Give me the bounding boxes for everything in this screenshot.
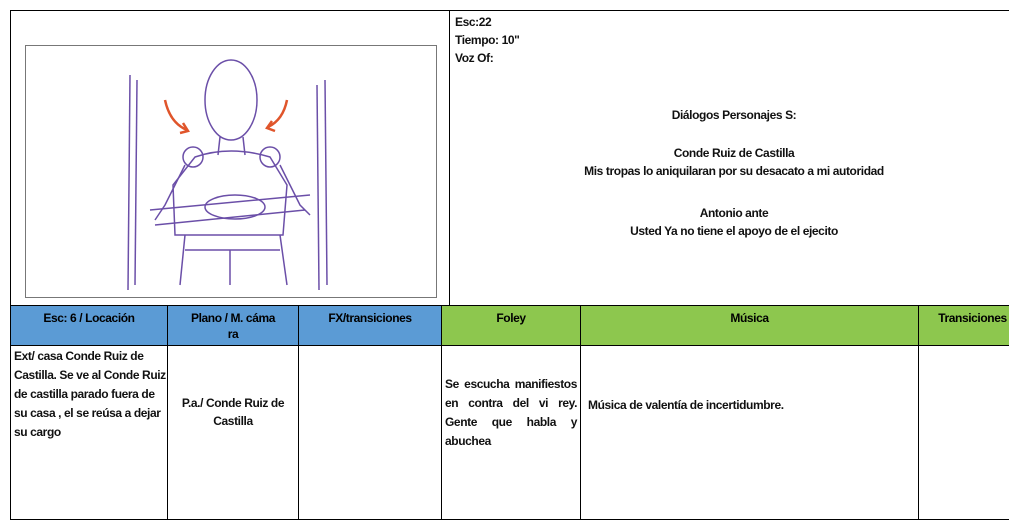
location-text: Ext/ casa Conde Ruiz de Castilla. Se ve …	[14, 349, 166, 439]
header-cell: Foley	[441, 305, 581, 346]
dialogue-line: Usted Ya no tiene el apoyo de el ejecito	[630, 224, 838, 238]
header-cell: Esc: 6 / Locación	[10, 305, 168, 346]
camera-text: P.a./ Conde Ruiz de Castilla	[181, 396, 285, 428]
speaker: Antonio ante	[699, 206, 769, 220]
body-cell	[918, 345, 1009, 520]
dialogue-line: Mis tropas lo aniquilaran por su desacat…	[584, 164, 884, 178]
body-cell	[298, 345, 442, 520]
scene-time: Tiempo: 10"	[455, 33, 520, 47]
scene-number: Esc:22	[455, 15, 492, 29]
sketch	[25, 45, 437, 298]
speaker: Conde Ruiz de Castilla	[673, 146, 795, 160]
voice-over: Voz Of:	[455, 51, 494, 65]
body-cell	[167, 345, 299, 520]
header-cell: Música	[580, 305, 919, 346]
body-cell	[580, 345, 919, 520]
foley-text: Se escucha manifiestos en contra del vi …	[445, 377, 577, 448]
header-cell: FX/transiciones	[298, 305, 442, 346]
dialogues-title: Diálogos Personajes S:	[671, 108, 797, 122]
header-cell: Transiciones	[918, 305, 1009, 346]
music-text: Música de valentía de incertidumbre.	[588, 398, 784, 412]
header-cell: Plano / M. cámara	[167, 305, 299, 346]
